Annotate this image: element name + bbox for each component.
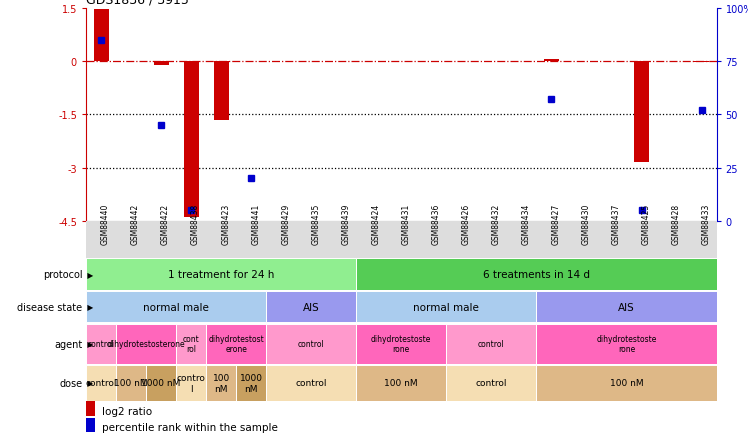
Text: GSM88442: GSM88442	[131, 204, 140, 245]
Text: 100
nM: 100 nM	[212, 373, 230, 393]
Bar	[356, 324, 447, 364]
Text: AIS: AIS	[303, 302, 319, 312]
Bar	[176, 324, 206, 364]
Bar	[214, 62, 229, 120]
Text: dose: dose	[59, 378, 82, 388]
Text: control: control	[295, 378, 327, 388]
Bar	[146, 365, 176, 401]
Text: 100 nM: 100 nM	[114, 378, 148, 388]
Text: GSM88424: GSM88424	[371, 204, 380, 245]
Text: ▶: ▶	[85, 378, 93, 388]
Bar	[86, 324, 116, 364]
Bar	[447, 324, 536, 364]
Text: GSM88433: GSM88433	[702, 204, 711, 245]
Text: 100 nM: 100 nM	[610, 378, 643, 388]
Text: cont
rol: cont rol	[183, 334, 200, 354]
Text: control: control	[298, 339, 325, 349]
Text: GSM88430: GSM88430	[581, 204, 590, 245]
Text: agent: agent	[54, 339, 82, 349]
Text: GSM88426: GSM88426	[462, 204, 470, 245]
Bar	[183, 62, 199, 218]
Text: AIS: AIS	[618, 302, 635, 312]
Bar	[236, 365, 266, 401]
Text: GSM88438: GSM88438	[191, 204, 200, 245]
Text: control: control	[478, 339, 505, 349]
Bar	[116, 365, 146, 401]
Bar	[86, 292, 266, 323]
Text: GSM88434: GSM88434	[521, 204, 530, 245]
Text: 1 treatment for 24 h: 1 treatment for 24 h	[168, 270, 275, 279]
Bar	[153, 62, 168, 66]
Text: GSM88423: GSM88423	[221, 204, 230, 245]
Text: GSM88432: GSM88432	[491, 204, 500, 245]
Text: control: control	[88, 339, 114, 349]
Text: GSM88440: GSM88440	[101, 204, 110, 245]
Text: ▶: ▶	[85, 270, 93, 279]
Text: control: control	[85, 378, 117, 388]
Text: dihydrotestost
erone: dihydrotestost erone	[208, 334, 264, 354]
Text: GSM88425: GSM88425	[642, 204, 651, 245]
Bar	[356, 259, 717, 290]
Bar	[116, 324, 176, 364]
Text: GSM88437: GSM88437	[611, 204, 621, 245]
Text: ▶: ▶	[85, 302, 93, 312]
Text: 6 treatments in 14 d: 6 treatments in 14 d	[483, 270, 590, 279]
Bar	[176, 365, 206, 401]
Text: GSM88436: GSM88436	[432, 204, 441, 245]
Text: 1000
nM: 1000 nM	[239, 373, 263, 393]
Bar	[266, 324, 356, 364]
Text: dihydrotestosterone: dihydrotestosterone	[107, 339, 185, 349]
Text: protocol: protocol	[43, 270, 82, 279]
Bar	[544, 60, 559, 62]
Text: normal male: normal male	[143, 302, 209, 312]
Bar	[86, 418, 95, 432]
Text: GSM88431: GSM88431	[401, 204, 411, 245]
Bar	[536, 324, 717, 364]
Bar	[536, 365, 717, 401]
Text: normal male: normal male	[414, 302, 479, 312]
Text: disease state: disease state	[17, 302, 82, 312]
Text: GSM88439: GSM88439	[341, 204, 350, 245]
Bar	[86, 401, 95, 416]
Bar	[447, 365, 536, 401]
Text: control: control	[476, 378, 507, 388]
Bar	[356, 292, 536, 323]
Text: ▶: ▶	[85, 339, 93, 349]
Bar	[266, 292, 356, 323]
Text: 1000 nM: 1000 nM	[141, 378, 181, 388]
Bar	[206, 324, 266, 364]
Bar	[94, 10, 108, 62]
Bar	[206, 365, 236, 401]
Text: GSM88428: GSM88428	[672, 204, 681, 245]
Text: GSM88427: GSM88427	[551, 204, 560, 245]
Text: 100 nM: 100 nM	[384, 378, 418, 388]
Bar	[86, 259, 356, 290]
Text: GSM88422: GSM88422	[161, 204, 170, 245]
Bar	[634, 62, 649, 163]
Text: GSM88429: GSM88429	[281, 204, 290, 245]
Text: percentile rank within the sample: percentile rank within the sample	[102, 423, 278, 432]
Text: contro
l: contro l	[177, 373, 206, 393]
Text: GDS1836 / 3915: GDS1836 / 3915	[86, 0, 189, 6]
Bar	[86, 365, 116, 401]
Text: dihydrotestoste
rone: dihydrotestoste rone	[371, 334, 432, 354]
Bar	[536, 292, 717, 323]
Text: GSM88435: GSM88435	[311, 204, 320, 245]
Text: dihydrotestoste
rone: dihydrotestoste rone	[596, 334, 657, 354]
Text: log2 ratio: log2 ratio	[102, 406, 152, 416]
Bar	[356, 365, 447, 401]
Text: GSM88441: GSM88441	[251, 204, 260, 245]
Bar	[266, 365, 356, 401]
